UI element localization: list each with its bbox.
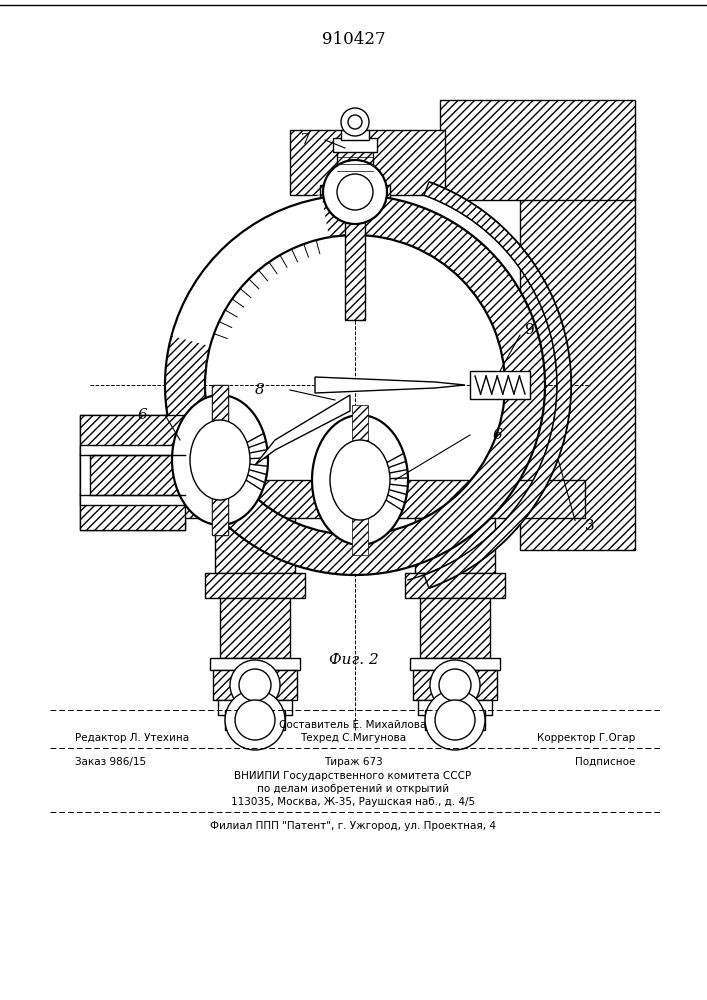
Text: Заказ 986/15: Заказ 986/15 xyxy=(75,757,146,767)
Text: 7: 7 xyxy=(300,133,310,147)
Text: Редактор Л. Утехина: Редактор Л. Утехина xyxy=(75,733,189,743)
Wedge shape xyxy=(168,195,329,347)
Text: Фиг. 2: Фиг. 2 xyxy=(329,653,378,667)
Circle shape xyxy=(341,108,369,136)
Bar xyxy=(420,598,490,658)
Circle shape xyxy=(235,700,275,740)
Bar xyxy=(212,385,228,535)
Bar xyxy=(210,658,300,670)
Circle shape xyxy=(225,690,285,750)
Bar xyxy=(90,455,180,495)
Text: 6: 6 xyxy=(137,408,147,422)
Text: Корректор Г.Огар: Корректор Г.Огар xyxy=(537,733,635,743)
Text: 113035, Москва, Ж-35, Раушская наб., д. 4/5: 113035, Москва, Ж-35, Раушская наб., д. … xyxy=(231,797,475,807)
Ellipse shape xyxy=(190,420,250,500)
Bar xyxy=(80,415,185,530)
Bar xyxy=(352,405,368,555)
Text: Составитель Е. Михайлова: Составитель Е. Михайлова xyxy=(279,720,427,730)
Bar xyxy=(345,190,365,320)
Bar xyxy=(341,130,369,140)
Bar xyxy=(413,670,497,700)
Bar xyxy=(215,518,295,573)
Circle shape xyxy=(337,174,373,210)
Text: 9: 9 xyxy=(525,323,534,337)
Text: 8: 8 xyxy=(255,383,265,397)
Circle shape xyxy=(323,160,387,224)
Polygon shape xyxy=(255,395,350,465)
Bar xyxy=(212,385,228,535)
Text: по делам изобретений и открытий: по делам изобретений и открытий xyxy=(257,784,449,794)
Circle shape xyxy=(439,669,471,701)
Bar xyxy=(520,130,635,550)
Circle shape xyxy=(348,115,362,129)
Ellipse shape xyxy=(172,395,268,525)
Polygon shape xyxy=(315,377,465,393)
Polygon shape xyxy=(424,182,571,588)
Circle shape xyxy=(425,690,485,750)
Bar xyxy=(220,598,290,658)
Text: Техред С.Мигунова: Техред С.Мигунова xyxy=(300,733,406,743)
Bar xyxy=(80,445,190,505)
Bar xyxy=(425,710,485,730)
Wedge shape xyxy=(165,195,545,575)
Bar xyxy=(225,710,285,730)
Bar xyxy=(205,573,305,598)
Bar xyxy=(155,480,585,518)
Bar xyxy=(337,150,373,178)
Text: ВНИИПИ Государственного комитета СССР: ВНИИПИ Государственного комитета СССР xyxy=(235,771,472,781)
Bar xyxy=(410,658,500,670)
Bar xyxy=(290,130,445,195)
Circle shape xyxy=(435,700,475,740)
Ellipse shape xyxy=(312,415,408,545)
Bar xyxy=(330,175,380,187)
Text: Подписное: Подписное xyxy=(575,757,635,767)
Bar xyxy=(418,700,492,715)
Text: 6: 6 xyxy=(493,428,503,442)
Bar xyxy=(470,371,530,399)
Ellipse shape xyxy=(330,440,390,520)
Bar xyxy=(405,573,505,598)
Bar xyxy=(440,100,635,200)
Text: Филиал ППП "Патент", г. Ужгород, ул. Проектная, 4: Филиал ППП "Патент", г. Ужгород, ул. Про… xyxy=(210,821,496,831)
Circle shape xyxy=(239,669,271,701)
Bar xyxy=(415,518,495,573)
Circle shape xyxy=(230,660,280,710)
Text: Тираж 673: Тираж 673 xyxy=(324,757,382,767)
Bar xyxy=(333,138,377,152)
Text: 3: 3 xyxy=(585,518,595,532)
Text: 910427: 910427 xyxy=(322,31,385,48)
Bar xyxy=(320,185,390,197)
Bar xyxy=(213,670,297,700)
Bar xyxy=(80,415,185,530)
Bar xyxy=(218,700,292,715)
Circle shape xyxy=(430,660,480,710)
